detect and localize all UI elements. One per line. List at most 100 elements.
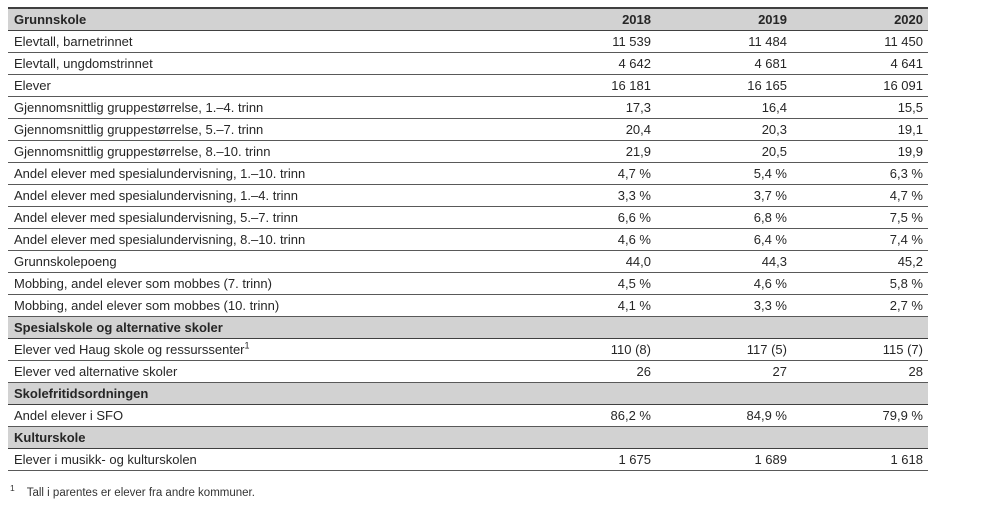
row-label: Elever ved alternative skoler [8,360,520,383]
row-label: Andel elever i SFO [8,404,520,427]
footnote-ref: 1 [244,340,250,351]
value-2018: 4,1 % [520,294,656,317]
value-2020: 15,5 [792,96,928,119]
row-label: Andel elever med spesialundervisning, 5.… [8,206,520,229]
value-2019: 1 689 [656,448,792,471]
table-row: Elever ved alternative skoler 26 27 28 [8,360,928,383]
value-2020: 28 [792,360,928,383]
table-row: Gjennomsnittlig gruppestørrelse, 5.–7. t… [8,118,928,141]
value-2020: 4,7 % [792,184,928,207]
row-label: Mobbing, andel elever som mobbes (10. tr… [8,294,520,317]
table-header: Grunnskole 2018 2019 2020 [8,7,928,31]
footnote-text: Tall i parentes er elever fra andre komm… [26,487,255,499]
section-row: Spesialskole og alternative skoler [8,316,928,339]
value-2020: 4 641 [792,52,928,75]
value-2019: 16 165 [656,74,792,97]
value-2019: 5,4 % [656,162,792,185]
school-statistics-table: Grunnskole 2018 2019 2020 Elevtall, barn… [8,7,928,471]
table-row: Andel elever med spesialundervisning, 8.… [8,228,928,251]
row-label: Andel elever med spesialundervisning, 8.… [8,228,520,251]
value-2020: 45,2 [792,250,928,273]
value-2020: 19,1 [792,118,928,141]
value-2018: 86,2 % [520,404,656,427]
section-label: Kulturskole [8,426,928,449]
value-2019: 3,3 % [656,294,792,317]
value-2019: 11 484 [656,30,792,53]
value-2020: 6,3 % [792,162,928,185]
value-2020: 11 450 [792,30,928,53]
table-row: Mobbing, andel elever som mobbes (10. tr… [8,294,928,317]
header-year-2018: 2018 [520,7,656,31]
header-year-2020: 2020 [792,7,928,31]
value-2018: 4,5 % [520,272,656,295]
row-label: Andel elever med spesialundervisning, 1.… [8,184,520,207]
row-label: Elever i musikk- og kulturskolen [8,448,520,471]
value-2018: 4 642 [520,52,656,75]
footnote-marker: 1 [10,483,15,494]
value-2020: 7,5 % [792,206,928,229]
footnote: 1 Tall i parentes er elever fra andre kom… [10,484,993,499]
value-2019: 4,6 % [656,272,792,295]
table-row: Elever 16 181 16 165 16 091 [8,74,928,97]
row-label: Elevtall, ungdomstrinnet [8,52,520,75]
section-row: Kulturskole [8,426,928,449]
table-row: Andel elever med spesialundervisning, 1.… [8,184,928,207]
table-row: Andel elever med spesialundervisning, 1.… [8,162,928,185]
value-2020: 1 618 [792,448,928,471]
value-2020: 2,7 % [792,294,928,317]
table-row: Elever ved Haug skole og ressurssenter1 1… [8,338,928,361]
table-row: Mobbing, andel elever som mobbes (7. tri… [8,272,928,295]
value-2018: 21,9 [520,140,656,163]
table-row: Andel elever i SFO 86,2 % 84,9 % 79,9 % [8,404,928,427]
table-body: Elevtall, barnetrinnet 11 539 11 484 11 450… [8,30,928,471]
value-2018: 3,3 % [520,184,656,207]
row-label: Elever ved Haug skole og ressurssenter1 [8,338,520,361]
header-year-2019: 2019 [656,7,792,31]
value-2020: 5,8 % [792,272,928,295]
value-2019: 27 [656,360,792,383]
table-row: Elevtall, barnetrinnet 11 539 11 484 11 450 [8,30,928,53]
value-2019: 4 681 [656,52,792,75]
value-2020: 79,9 % [792,404,928,427]
value-2018: 6,6 % [520,206,656,229]
value-2018: 17,3 [520,96,656,119]
value-2020: 115 (7) [792,338,928,361]
section-label: Skolefritidsordningen [8,382,928,405]
value-2019: 16,4 [656,96,792,119]
value-2018: 110 (8) [520,338,656,361]
value-2019: 20,5 [656,140,792,163]
value-2019: 84,9 % [656,404,792,427]
table-row: Grunnskolepoeng 44,0 44,3 45,2 [8,250,928,273]
value-2020: 16 091 [792,74,928,97]
row-label: Elevtall, barnetrinnet [8,30,520,53]
value-2018: 26 [520,360,656,383]
value-2019: 6,8 % [656,206,792,229]
table-row: Gjennomsnittlig gruppestørrelse, 8.–10. … [8,140,928,163]
value-2019: 3,7 % [656,184,792,207]
value-2018: 4,6 % [520,228,656,251]
value-2019: 44,3 [656,250,792,273]
value-2018: 1 675 [520,448,656,471]
row-label: Grunnskolepoeng [8,250,520,273]
row-label: Gjennomsnittlig gruppestørrelse, 8.–10. … [8,140,520,163]
value-2019: 20,3 [656,118,792,141]
table-row: Elevtall, ungdomstrinnet 4 642 4 681 4 641 [8,52,928,75]
value-2018: 44,0 [520,250,656,273]
table-row: Elever i musikk- og kulturskolen 1 675 1 6… [8,448,928,471]
value-2019: 6,4 % [656,228,792,251]
section-row: Skolefritidsordningen [8,382,928,405]
value-2020: 7,4 % [792,228,928,251]
value-2020: 19,9 [792,140,928,163]
section-label: Spesialskole og alternative skoler [8,316,928,339]
row-label: Mobbing, andel elever som mobbes (7. tri… [8,272,520,295]
value-2018: 4,7 % [520,162,656,185]
row-label: Gjennomsnittlig gruppestørrelse, 1.–4. t… [8,96,520,119]
row-label: Andel elever med spesialundervisning, 1.… [8,162,520,185]
header-title: Grunnskole [8,7,520,31]
table-row: Andel elever med spesialundervisning, 5.… [8,206,928,229]
row-label: Gjennomsnittlig gruppestørrelse, 5.–7. t… [8,118,520,141]
header-row: Grunnskole 2018 2019 2020 [8,7,928,31]
row-label: Elever [8,74,520,97]
value-2019: 117 (5) [656,338,792,361]
